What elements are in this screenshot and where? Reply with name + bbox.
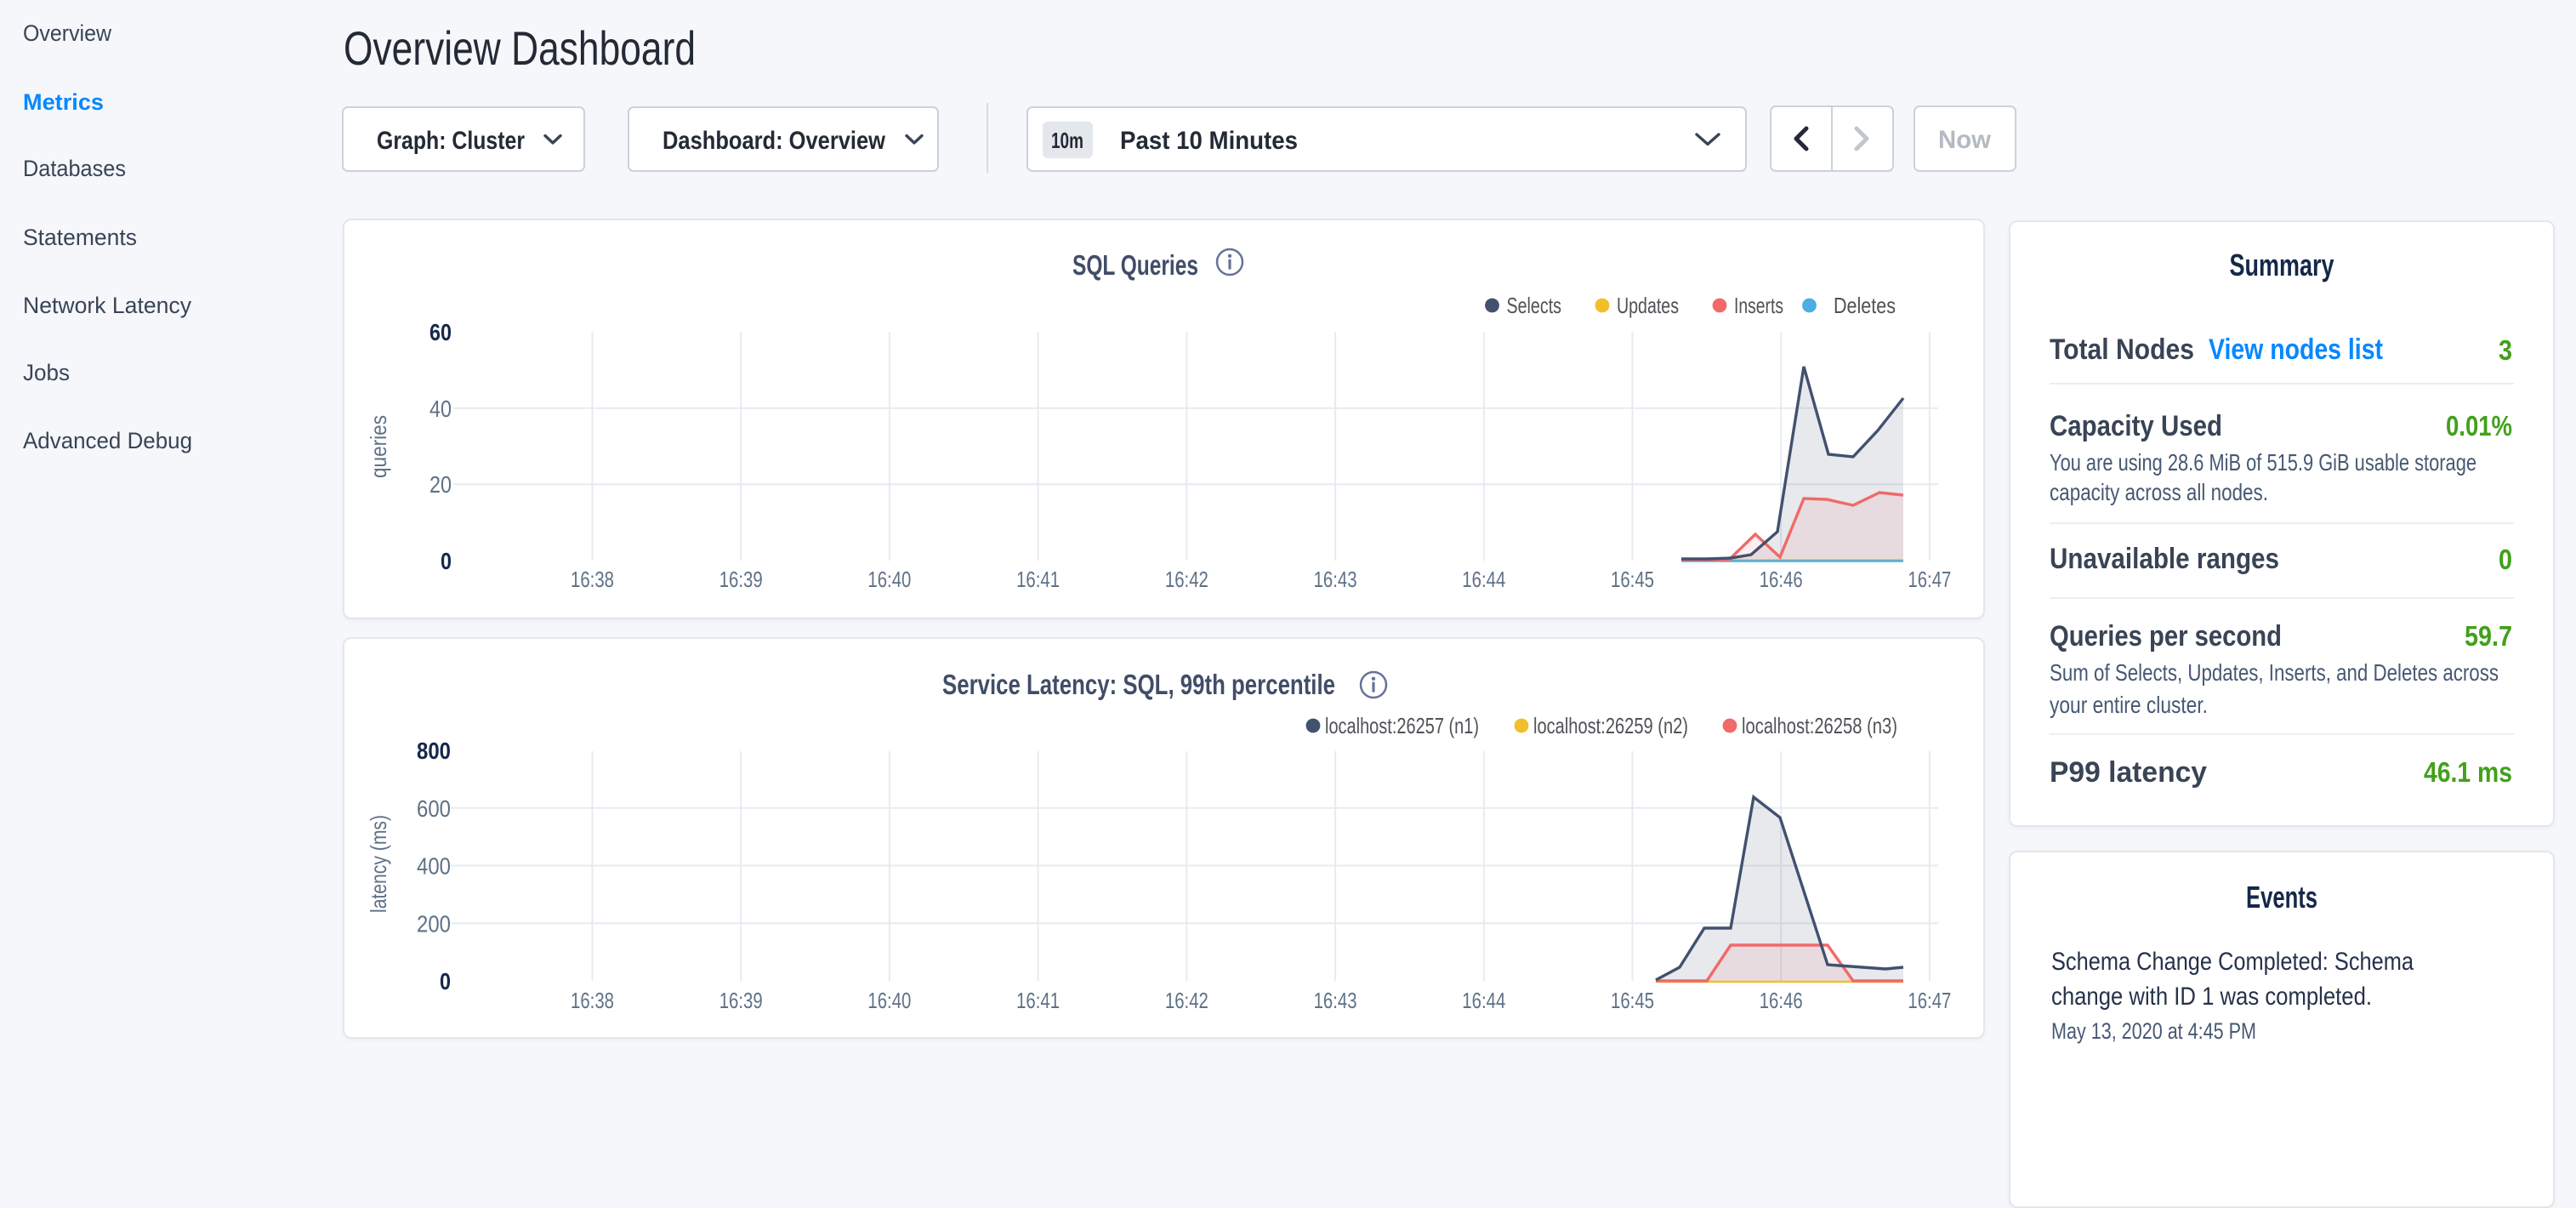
svg-text:0: 0 [2499,544,2512,575]
svg-text:16:40: 16:40 [867,988,911,1013]
svg-text:Events: Events [2246,880,2317,915]
svg-text:localhost:26259 (n2): localhost:26259 (n2) [1533,713,1688,738]
svg-text:SQL Queries: SQL Queries [1072,249,1198,281]
svg-text:10m: 10m [1051,128,1083,153]
svg-text:localhost:26257 (n1): localhost:26257 (n1) [1325,713,1479,738]
svg-text:Total Nodes: Total Nodes [2050,333,2194,366]
svg-text:59.7: 59.7 [2465,620,2512,652]
svg-text:0.01%: 0.01% [2446,410,2512,442]
svg-text:600: 600 [417,795,451,822]
svg-text:60: 60 [429,319,452,345]
svg-text:Unavailable ranges: Unavailable ranges [2050,543,2279,575]
svg-text:16:47: 16:47 [1908,567,1951,592]
svg-text:Dashboard: Overview: Dashboard: Overview [662,127,886,155]
svg-text:queries: queries [366,415,391,478]
svg-text:Now: Now [1938,126,1992,154]
svg-text:your entire cluster.: your entire cluster. [2050,692,2208,718]
svg-text:Service Latency: SQL, 99th per: Service Latency: SQL, 99th percentile [942,669,1335,700]
svg-text:Metrics: Metrics [23,89,104,115]
svg-text:16:41: 16:41 [1016,567,1060,592]
svg-text:Capacity Used: Capacity Used [2050,410,2222,442]
svg-text:Overview Dashboard: Overview Dashboard [344,21,696,75]
svg-text:16:42: 16:42 [1165,567,1208,592]
svg-text:800: 800 [417,738,451,764]
svg-text:Network Latency: Network Latency [23,293,191,318]
svg-text:20: 20 [429,471,452,498]
svg-text:P99 latency: P99 latency [2050,756,2207,789]
svg-text:Schema Change Completed: Schem: Schema Change Completed: Schema [2051,948,2414,976]
svg-text:400: 400 [417,853,451,880]
svg-text:localhost:26258 (n3): localhost:26258 (n3) [1742,713,1897,738]
svg-text:Deletes: Deletes [1834,293,1896,318]
svg-text:16:43: 16:43 [1314,567,1357,592]
svg-text:200: 200 [417,910,451,937]
svg-text:16:38: 16:38 [571,567,614,592]
svg-text:capacity across all nodes.: capacity across all nodes. [2050,479,2268,505]
svg-text:View nodes list: View nodes list [2209,333,2383,366]
svg-text:Summary: Summary [2230,248,2334,282]
svg-text:16:39: 16:39 [719,567,763,592]
svg-text:16:46: 16:46 [1760,567,1803,592]
svg-text:16:45: 16:45 [1611,988,1654,1013]
svg-text:Sum of Selects, Updates, Inser: Sum of Selects, Updates, Inserts, and De… [2050,659,2499,686]
svg-text:Inserts: Inserts [1734,293,1783,318]
svg-text:Statements: Statements [23,225,137,250]
svg-text:16:46: 16:46 [1760,988,1803,1013]
svg-text:16:45: 16:45 [1611,567,1654,592]
svg-text:Jobs: Jobs [23,360,70,385]
svg-text:Selects: Selects [1507,293,1562,318]
svg-text:Graph: Cluster: Graph: Cluster [377,127,525,155]
svg-text:Updates: Updates [1617,293,1679,318]
svg-text:16:44: 16:44 [1462,567,1505,592]
svg-text:0: 0 [440,968,451,994]
svg-text:Queries per second: Queries per second [2050,620,2282,652]
svg-text:3: 3 [2499,334,2512,366]
svg-text:16:39: 16:39 [719,988,763,1013]
svg-text:46.1 ms: 46.1 ms [2424,756,2512,788]
svg-text:16:44: 16:44 [1462,988,1505,1013]
svg-text:16:38: 16:38 [571,988,614,1013]
svg-text:Overview: Overview [23,20,111,46]
svg-text:40: 40 [429,396,452,422]
svg-text:16:42: 16:42 [1165,988,1208,1013]
svg-text:0: 0 [441,548,452,574]
svg-text:16:41: 16:41 [1016,988,1060,1013]
svg-text:16:40: 16:40 [867,567,911,592]
svg-text:16:43: 16:43 [1314,988,1357,1013]
svg-text:Past 10 Minutes: Past 10 Minutes [1120,127,1298,155]
svg-text:16:47: 16:47 [1908,988,1951,1013]
svg-text:May 13, 2020 at 4:45 PM: May 13, 2020 at 4:45 PM [2051,1018,2256,1044]
svg-text:change with ID 1 was completed: change with ID 1 was completed. [2051,983,2372,1011]
svg-text:You are using 28.6 MiB of 515.: You are using 28.6 MiB of 515.9 GiB usab… [2050,449,2476,476]
svg-text:Databases: Databases [23,156,126,181]
svg-text:latency (ms): latency (ms) [366,815,391,913]
svg-text:Advanced Debug: Advanced Debug [23,428,192,453]
